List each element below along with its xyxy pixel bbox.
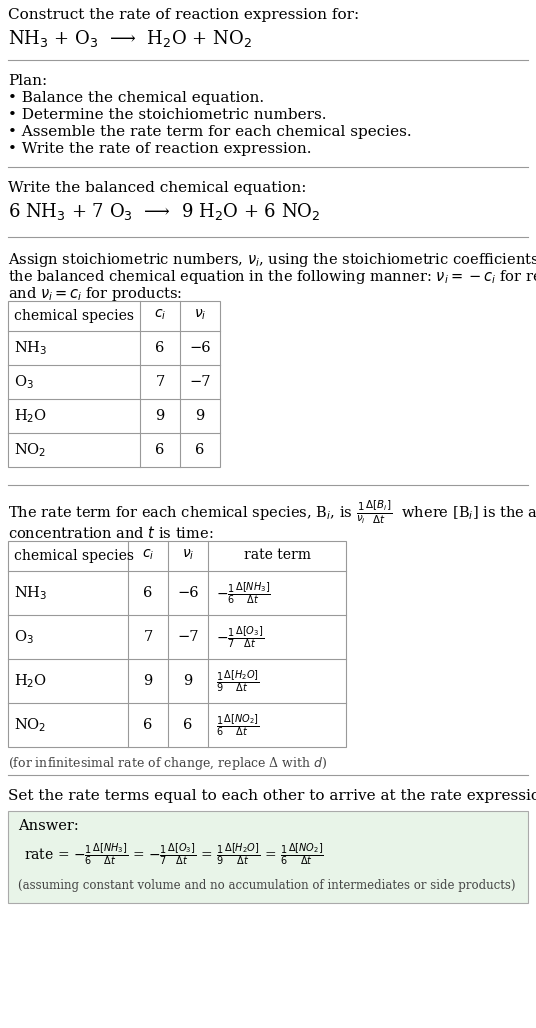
Text: −6: −6 bbox=[189, 341, 211, 355]
Text: rate term: rate term bbox=[243, 548, 310, 562]
Text: Assign stoichiometric numbers, $\nu_i$, using the stoichiometric coefficients, $: Assign stoichiometric numbers, $\nu_i$, … bbox=[8, 251, 536, 269]
Text: 9: 9 bbox=[183, 674, 192, 688]
Text: $c_i$: $c_i$ bbox=[154, 307, 166, 322]
Text: $\frac{1}{6}\frac{\Delta[NO_2]}{\Delta t}$: $\frac{1}{6}\frac{\Delta[NO_2]}{\Delta t… bbox=[216, 712, 259, 738]
Bar bbox=[8, 811, 528, 903]
Text: $\nu_i$: $\nu_i$ bbox=[194, 307, 206, 322]
Text: concentration and $t$ is time:: concentration and $t$ is time: bbox=[8, 525, 213, 541]
Text: $c_i$: $c_i$ bbox=[142, 548, 154, 562]
Text: Write the balanced chemical equation:: Write the balanced chemical equation: bbox=[8, 181, 307, 195]
Text: and $\nu_i = c_i$ for products:: and $\nu_i = c_i$ for products: bbox=[8, 285, 182, 303]
Text: NH$_3$ + O$_3$  ⟶  H$_2$O + NO$_2$: NH$_3$ + O$_3$ ⟶ H$_2$O + NO$_2$ bbox=[8, 28, 252, 49]
Text: The rate term for each chemical species, B$_i$, is $\frac{1}{\nu_i}\frac{\Delta[: The rate term for each chemical species,… bbox=[8, 499, 536, 526]
Text: rate = $-\frac{1}{6}\frac{\Delta[NH_3]}{\Delta t}$ = $-\frac{1}{7}\frac{\Delta[O: rate = $-\frac{1}{6}\frac{\Delta[NH_3]}{… bbox=[24, 841, 324, 867]
Text: $-\frac{1}{6}\frac{\Delta[NH_3]}{\Delta t}$: $-\frac{1}{6}\frac{\Delta[NH_3]}{\Delta … bbox=[216, 580, 271, 605]
Text: • Determine the stoichiometric numbers.: • Determine the stoichiometric numbers. bbox=[8, 108, 326, 122]
Text: NH$_3$: NH$_3$ bbox=[14, 339, 47, 357]
Text: 6 NH$_3$ + 7 O$_3$  ⟶  9 H$_2$O + 6 NO$_2$: 6 NH$_3$ + 7 O$_3$ ⟶ 9 H$_2$O + 6 NO$_2$ bbox=[8, 201, 321, 222]
Text: −7: −7 bbox=[189, 375, 211, 389]
Text: NO$_2$: NO$_2$ bbox=[14, 717, 46, 734]
Text: NO$_2$: NO$_2$ bbox=[14, 441, 46, 458]
Text: Set the rate terms equal to each other to arrive at the rate expression:: Set the rate terms equal to each other t… bbox=[8, 790, 536, 803]
Text: (for infinitesimal rate of change, replace Δ with $d$): (for infinitesimal rate of change, repla… bbox=[8, 755, 327, 772]
Text: 6: 6 bbox=[143, 586, 153, 600]
Text: the balanced chemical equation in the following manner: $\nu_i = -c_i$ for react: the balanced chemical equation in the fo… bbox=[8, 268, 536, 286]
Bar bbox=[8, 541, 346, 747]
Text: −7: −7 bbox=[177, 630, 199, 644]
Text: O$_3$: O$_3$ bbox=[14, 373, 34, 391]
Text: 6: 6 bbox=[155, 443, 165, 457]
Text: chemical species: chemical species bbox=[14, 549, 134, 563]
Text: 9: 9 bbox=[196, 409, 205, 423]
Text: $-\frac{1}{7}\frac{\Delta[O_3]}{\Delta t}$: $-\frac{1}{7}\frac{\Delta[O_3]}{\Delta t… bbox=[216, 624, 264, 650]
Text: NH$_3$: NH$_3$ bbox=[14, 584, 47, 601]
Text: O$_3$: O$_3$ bbox=[14, 628, 34, 646]
Text: • Write the rate of reaction expression.: • Write the rate of reaction expression. bbox=[8, 142, 311, 156]
Text: 7: 7 bbox=[143, 630, 153, 644]
Text: −6: −6 bbox=[177, 586, 199, 600]
Text: H$_2$O: H$_2$O bbox=[14, 672, 47, 690]
Text: 6: 6 bbox=[195, 443, 205, 457]
Text: • Assemble the rate term for each chemical species.: • Assemble the rate term for each chemic… bbox=[8, 125, 412, 139]
Text: 9: 9 bbox=[155, 409, 165, 423]
Text: 7: 7 bbox=[155, 375, 165, 389]
Text: Construct the rate of reaction expression for:: Construct the rate of reaction expressio… bbox=[8, 8, 359, 22]
Text: • Balance the chemical equation.: • Balance the chemical equation. bbox=[8, 91, 264, 105]
Text: $\nu_i$: $\nu_i$ bbox=[182, 548, 194, 562]
Text: 6: 6 bbox=[183, 718, 192, 732]
Text: H$_2$O: H$_2$O bbox=[14, 407, 47, 425]
Bar bbox=[8, 301, 220, 467]
Text: 6: 6 bbox=[155, 341, 165, 355]
Text: Plan:: Plan: bbox=[8, 74, 47, 88]
Text: $\frac{1}{9}\frac{\Delta[H_2O]}{\Delta t}$: $\frac{1}{9}\frac{\Delta[H_2O]}{\Delta t… bbox=[216, 668, 259, 694]
Text: 9: 9 bbox=[143, 674, 153, 688]
Text: 6: 6 bbox=[143, 718, 153, 732]
Text: (assuming constant volume and no accumulation of intermediates or side products): (assuming constant volume and no accumul… bbox=[18, 879, 516, 892]
Text: Answer:: Answer: bbox=[18, 819, 79, 833]
Text: chemical species: chemical species bbox=[14, 309, 134, 323]
